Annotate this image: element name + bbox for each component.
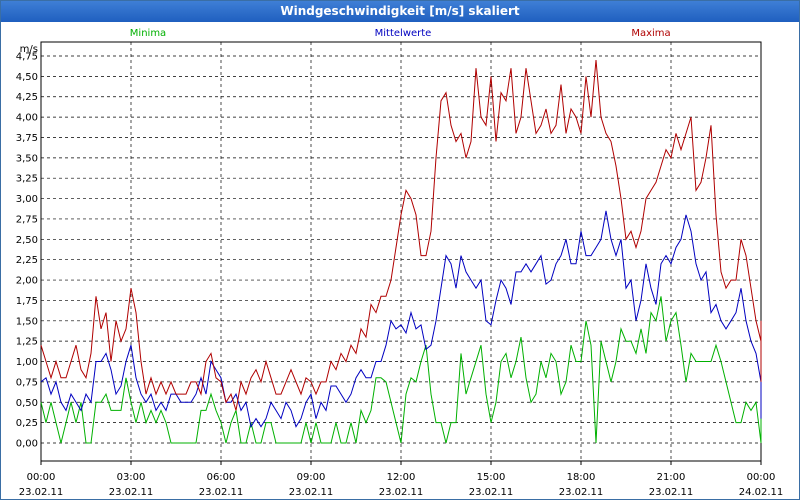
y-tick-label: 4,50 xyxy=(16,72,38,83)
y-tick-label: 3,50 xyxy=(16,153,38,164)
x-tick-date: 23.02.11 xyxy=(469,487,514,498)
x-tick-time: 18:00 xyxy=(567,472,596,483)
x-tick-time: 12:00 xyxy=(387,472,416,483)
y-tick-labels: 0,00 0,25 0,50 0,75 1,00 1,25 1,50 1,75 2,00 2,25… xyxy=(16,52,38,450)
y-tick-label: 2,25 xyxy=(16,255,38,266)
series-lines xyxy=(40,60,762,444)
y-axis-label: m/s xyxy=(20,44,38,55)
x-tick-date: 24.02.11 xyxy=(739,487,784,498)
y-tick-label: 0,50 xyxy=(16,398,38,409)
series-line-minima xyxy=(40,296,762,444)
y-tick-label: 2,50 xyxy=(16,235,38,246)
y-tick-label: 2,75 xyxy=(16,214,38,225)
x-tick-date: 23.02.11 xyxy=(559,487,604,498)
y-tick-label: 0,25 xyxy=(16,418,38,429)
series-line-mittelwerte xyxy=(40,210,762,429)
x-tick-time: 06:00 xyxy=(207,472,236,483)
y-tick-label: 1,00 xyxy=(16,357,38,368)
series-line-maxima xyxy=(40,60,762,411)
x-tick-date: 23.02.11 xyxy=(109,487,154,498)
x-tick-date: 23.02.11 xyxy=(19,487,64,498)
window-title: Windgeschwindigkeit [m/s] skaliert xyxy=(1,1,799,22)
y-tick-label: 4,25 xyxy=(16,92,38,103)
legend-mittelwerte: Mittelwerte xyxy=(375,28,432,39)
y-tick-label: 1,50 xyxy=(16,316,38,327)
y-tick-label: 3,00 xyxy=(16,194,38,205)
x-tick-date: 23.02.11 xyxy=(289,487,334,498)
y-tick-label: 4,00 xyxy=(16,113,38,124)
y-tick-label: 3,25 xyxy=(16,174,38,185)
x-tick-date: 23.02.11 xyxy=(379,487,424,498)
x-tick-date: 23.02.11 xyxy=(649,487,694,498)
x-tick-time: 00:00 xyxy=(747,472,776,483)
y-tick-label: 1,75 xyxy=(16,296,38,307)
legend-maxima: Maxima xyxy=(631,28,670,39)
x-tick-date: 23.02.11 xyxy=(199,487,244,498)
y-tick-label: 0,75 xyxy=(16,377,38,388)
x-tick-time: 00:00 xyxy=(27,472,56,483)
y-tick-label: 2,00 xyxy=(16,276,38,287)
y-tick-label: 0,00 xyxy=(16,439,38,450)
x-tick-labels: 00:00 23.02.11 03:00 23.02.11 06:00 23.02.11 0… xyxy=(19,461,784,498)
x-tick-time: 09:00 xyxy=(297,472,326,483)
y-tick-label: 1,25 xyxy=(16,337,38,348)
x-tick-time: 03:00 xyxy=(117,472,146,483)
x-tick-time: 15:00 xyxy=(477,472,506,483)
x-tick-time: 21:00 xyxy=(657,472,686,483)
legend-minima: Minima xyxy=(130,28,166,39)
y-tick-label: 3,75 xyxy=(16,133,38,144)
y-tick-label: 4,75 xyxy=(16,52,38,63)
